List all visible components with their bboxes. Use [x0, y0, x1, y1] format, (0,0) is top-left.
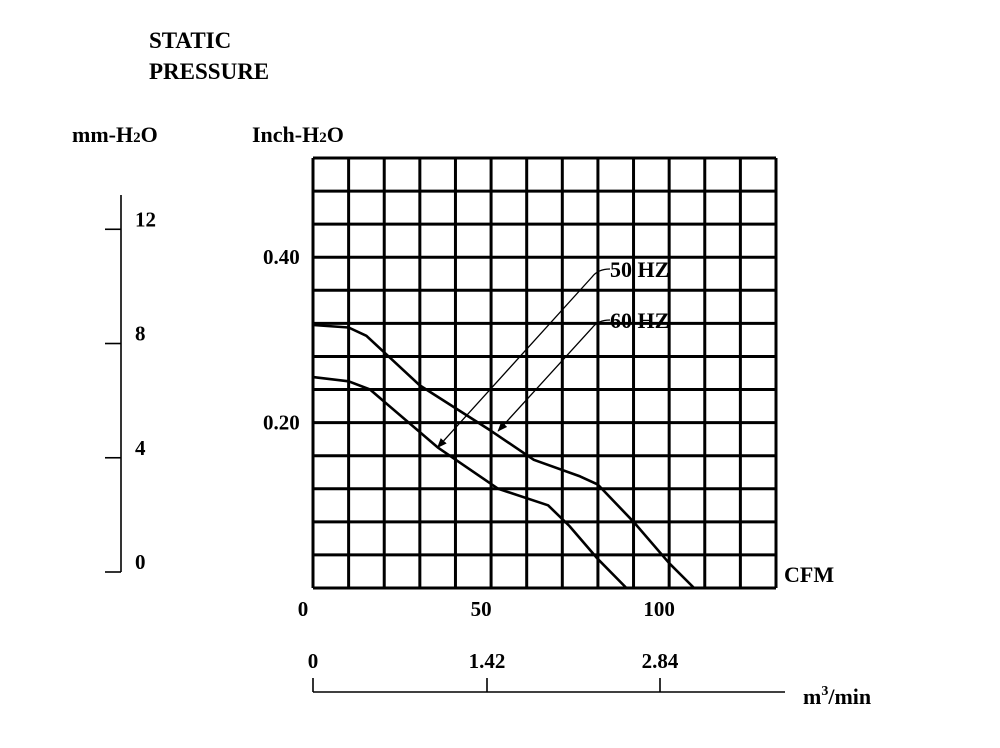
curve-60-hz — [312, 323, 696, 589]
cfm-ticks: 0 50 100 — [298, 597, 675, 621]
mm-tick-label: 8 — [135, 322, 146, 346]
inch-h2o-ticks: 0.40 0.20 — [263, 245, 300, 434]
m3-min-axis: 0 1.42 2.84 — [308, 649, 785, 693]
m3-tick-label: 1.42 — [469, 649, 506, 673]
chart-grid — [311, 156, 778, 590]
chart-title-line-2: PRESSURE — [149, 59, 269, 84]
m3-tick-label: 0 — [308, 649, 319, 673]
inch-tick-label: 0.20 — [263, 411, 300, 435]
inch-tick-label: 0.40 — [263, 245, 300, 269]
annotation-leader-arrow — [436, 268, 611, 449]
cfm-axis-label: CFM — [784, 562, 834, 587]
m3-min-axis-label: m3/min — [803, 684, 871, 709]
chart-title-line-1: STATIC — [149, 28, 231, 53]
inch-h2o-axis-label: Inch-H2O — [252, 122, 344, 147]
performance-curves — [312, 323, 696, 589]
cfm-tick-label: 50 — [471, 597, 492, 621]
mm-tick-label: 12 — [135, 207, 156, 231]
m3-tick-label: 2.84 — [642, 649, 679, 673]
mm-h2o-axis: 12 8 4 0 — [105, 195, 156, 574]
cfm-tick-label: 0 — [298, 597, 309, 621]
annotation-leader-arrow — [497, 319, 611, 432]
mm-tick-label: 4 — [135, 436, 146, 460]
cfm-tick-label: 100 — [643, 597, 675, 621]
mm-tick-label: 0 — [135, 550, 146, 574]
annotation-50-hz: 50 HZ — [610, 257, 669, 282]
curve-annotations: 50 HZ 60 HZ — [436, 257, 669, 449]
mm-h2o-axis-label: mm-H2O — [72, 122, 158, 147]
curve-50-hz — [312, 375, 628, 589]
annotation-60-hz: 60 HZ — [610, 308, 669, 333]
